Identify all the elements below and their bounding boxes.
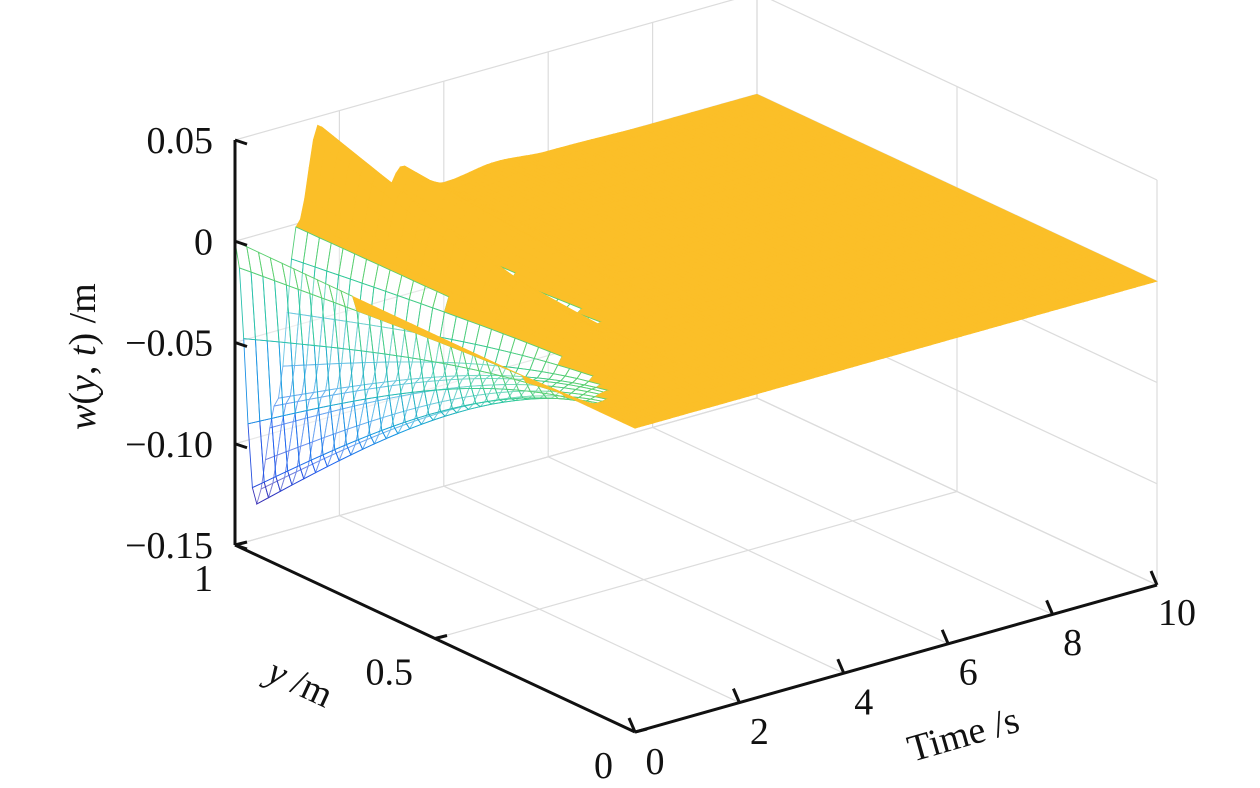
z-label-unit: /m: [62, 283, 104, 333]
z-tick-mark: [234, 138, 248, 146]
y-tick-mark: [634, 727, 648, 734]
z-tick-label: 0: [194, 221, 213, 263]
x-tick-label: 6: [959, 652, 978, 694]
x-tick-label: 8: [1063, 622, 1082, 664]
z-label-y: y: [62, 375, 104, 396]
z-tick-label: −0.05: [125, 323, 213, 365]
grid-line-floor: [434, 490, 958, 640]
z-tick-mark: [234, 442, 248, 450]
z-axis-label: w(y, t) /m: [62, 283, 104, 430]
y-axis-label: y /m: [258, 648, 340, 716]
grid-line-back-wall: [234, 0, 735, 141]
y-tick-label: 1: [194, 558, 213, 600]
z-label-comma: ,: [62, 356, 104, 375]
x-tick-label: 10: [1158, 592, 1196, 634]
grid-line-floor: [234, 397, 758, 546]
z-tick-label: 0.05: [147, 120, 214, 162]
x-tick-label: 2: [750, 711, 769, 753]
y-tick-label: 0: [594, 745, 613, 787]
x-tick-label: 0: [646, 741, 665, 783]
z-label-close: ): [62, 333, 104, 346]
z-label-w: w: [62, 404, 104, 430]
z-tick-label: −0.10: [125, 424, 213, 466]
y-tick-mark: [434, 634, 448, 640]
x-tick-label: 4: [854, 681, 873, 723]
z-label-open: (: [62, 392, 104, 405]
y-tick-mark: [234, 540, 248, 547]
x-axis-label: Time /s: [903, 699, 1024, 771]
y-tick-label: 0.5: [366, 652, 414, 694]
surface-mesh: [234, 93, 1158, 505]
